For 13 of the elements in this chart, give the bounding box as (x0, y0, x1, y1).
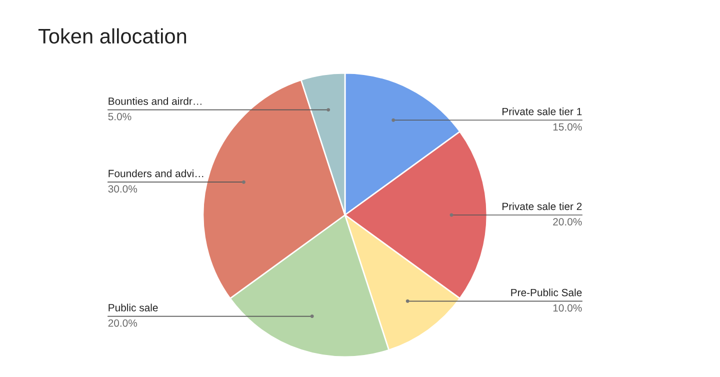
chart-title: Token allocation (38, 28, 186, 44)
data-label: 10.0% (553, 304, 582, 312)
slice-label: Private sale tier 2 (502, 202, 582, 210)
slice-label: Private sale tier 1 (502, 108, 582, 116)
slice-label: Pre-Public Sale (511, 288, 582, 296)
slice-label: Public sale (108, 304, 158, 312)
data-label: 20.0% (108, 319, 138, 327)
slice-label: Founders and advi… (108, 170, 204, 178)
slice-label: Bounties and airdr… (108, 97, 202, 105)
data-label: 20.0% (553, 218, 582, 226)
data-label: 5.0% (108, 112, 132, 120)
data-label: 30.0% (108, 185, 138, 193)
data-label: 15.0% (553, 123, 582, 131)
